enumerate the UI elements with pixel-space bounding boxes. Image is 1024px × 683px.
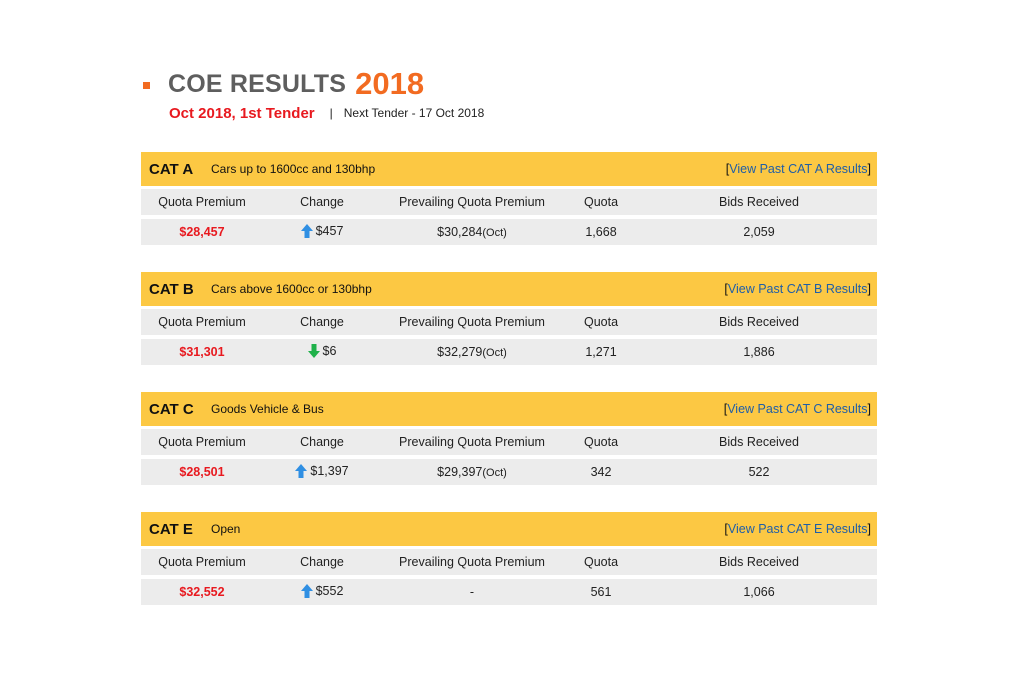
arrow-down-icon [307,343,320,358]
change-cell: $552 [277,583,367,601]
col-bids: Bids Received [719,435,799,449]
col-quota: Quota [583,555,619,569]
title-year: 2018 [355,66,425,101]
tender-label: Oct 2018, 1st Tender [169,104,315,122]
category-header: CAT B Cars above 1600cc or 130bhp [View … [141,272,877,306]
view-past-results: [View Past CAT A Results] [725,162,871,176]
value-row: $28,501 $1,397 $29,397(Oct) 342 522 [141,459,877,485]
bullet-icon [143,81,150,89]
quota-premium-value: $28,457 [179,225,225,239]
bids-value: 1,066 [743,585,775,599]
quota-premium-value: $28,501 [179,465,225,479]
view-past-results: [View Past CAT C Results] [723,402,871,416]
title-text: COE RESULTS [168,69,347,98]
col-quota-premium: Quota Premium [158,195,246,209]
col-quota: Quota [583,435,619,449]
prevailing-suffix: (Oct) [482,347,507,359]
col-quota: Quota [583,315,619,329]
bids-value: 2,059 [743,225,775,239]
quota-value: 561 [590,585,612,599]
col-change: Change [300,195,344,209]
view-past-results-link[interactable]: View Past CAT B Results [727,282,868,296]
next-tender-label: Next Tender - 17 Oct 2018 [343,106,485,120]
quota-value: 1,271 [585,345,617,359]
col-quota: Quota [583,195,619,209]
arrow-up-icon [300,583,313,598]
prevailing-value: $32,279 [437,345,483,359]
arrow-up-icon [300,223,313,238]
change-cell: $457 [277,223,367,241]
prevailing-suffix: (Oct) [482,467,507,479]
col-bids: Bids Received [719,315,799,329]
separator: | [329,106,333,120]
category-code: CAT C [149,400,194,418]
category-panel-a: CAT A Cars up to 1600cc and 130bhp [View… [141,152,877,245]
value-row: $31,301 $6 $32,279(Oct) 1,271 1,886 [141,339,877,365]
column-header-row: Quota Premium Change Prevailing Quota Pr… [141,549,877,575]
column-header-row: Quota Premium Change Prevailing Quota Pr… [141,429,877,455]
category-code: CAT E [149,520,193,538]
category-panel-b: CAT B Cars above 1600cc or 130bhp [View … [141,272,877,365]
change-value: $457 [315,223,344,238]
col-quota-premium: Quota Premium [158,555,246,569]
category-code: CAT A [149,160,194,178]
arrow-up-icon [295,463,308,478]
prevailing-cell: $32,279(Oct) [389,345,555,359]
col-bids: Bids Received [719,555,799,569]
category-description: Open [211,522,241,536]
col-change: Change [300,315,344,329]
change-cell: $6 [277,343,367,361]
quota-value: 342 [590,465,612,479]
value-row: $28,457 $457 $30,284(Oct) 1,668 2,059 [141,219,877,245]
value-row: $32,552 $552 - 561 1,066 [141,579,877,605]
quota-value: 1,668 [585,225,617,239]
col-change: Change [300,555,344,569]
prevailing-value: $29,397 [437,465,483,479]
change-value: $6 [322,343,337,358]
bids-value: 1,886 [743,345,775,359]
change-cell: $1,397 [277,463,367,481]
category-header: CAT A Cars up to 1600cc and 130bhp [View… [141,152,877,186]
col-quota-premium: Quota Premium [158,315,246,329]
category-description: Cars above 1600cc or 130bhp [211,282,372,296]
category-header: CAT E Open [View Past CAT E Results] [141,512,877,546]
category-panel-c: CAT C Goods Vehicle & Bus [View Past CAT… [141,392,877,485]
col-prevailing: Prevailing Quota Premium [399,435,545,449]
col-change: Change [300,435,344,449]
view-past-results-link[interactable]: View Past CAT A Results [729,162,868,176]
prevailing-cell: - [389,585,555,599]
tender-info: Oct 2018, 1st Tender | Next Tender - 17 … [169,103,484,123]
quota-premium-value: $31,301 [179,345,225,359]
view-past-results: [View Past CAT B Results] [724,282,871,296]
col-prevailing: Prevailing Quota Premium [399,195,545,209]
prevailing-cell: $29,397(Oct) [389,465,555,479]
col-bids: Bids Received [719,195,799,209]
view-past-results-link[interactable]: View Past CAT C Results [727,402,868,416]
category-description: Cars up to 1600cc and 130bhp [211,162,376,176]
prevailing-value: - [469,585,475,599]
quota-premium-value: $32,552 [179,585,225,599]
view-past-results: [View Past CAT E Results] [724,522,871,536]
prevailing-value: $30,284 [437,225,483,239]
change-value: $1,397 [310,463,349,478]
change-value: $552 [315,583,344,598]
bids-value: 522 [748,465,770,479]
view-past-results-link[interactable]: View Past CAT E Results [727,522,868,536]
category-header: CAT C Goods Vehicle & Bus [View Past CAT… [141,392,877,426]
column-header-row: Quota Premium Change Prevailing Quota Pr… [141,309,877,335]
category-code: CAT B [149,280,194,298]
category-panel-e: CAT E Open [View Past CAT E Results] Quo… [141,512,877,605]
col-prevailing: Prevailing Quota Premium [399,555,545,569]
column-header-row: Quota Premium Change Prevailing Quota Pr… [141,189,877,215]
category-description: Goods Vehicle & Bus [211,402,324,416]
col-quota-premium: Quota Premium [158,435,246,449]
page-title: COE RESULTS 2018 [143,64,424,104]
prevailing-suffix: (Oct) [482,227,507,239]
col-prevailing: Prevailing Quota Premium [399,315,545,329]
prevailing-cell: $30,284(Oct) [389,225,555,239]
